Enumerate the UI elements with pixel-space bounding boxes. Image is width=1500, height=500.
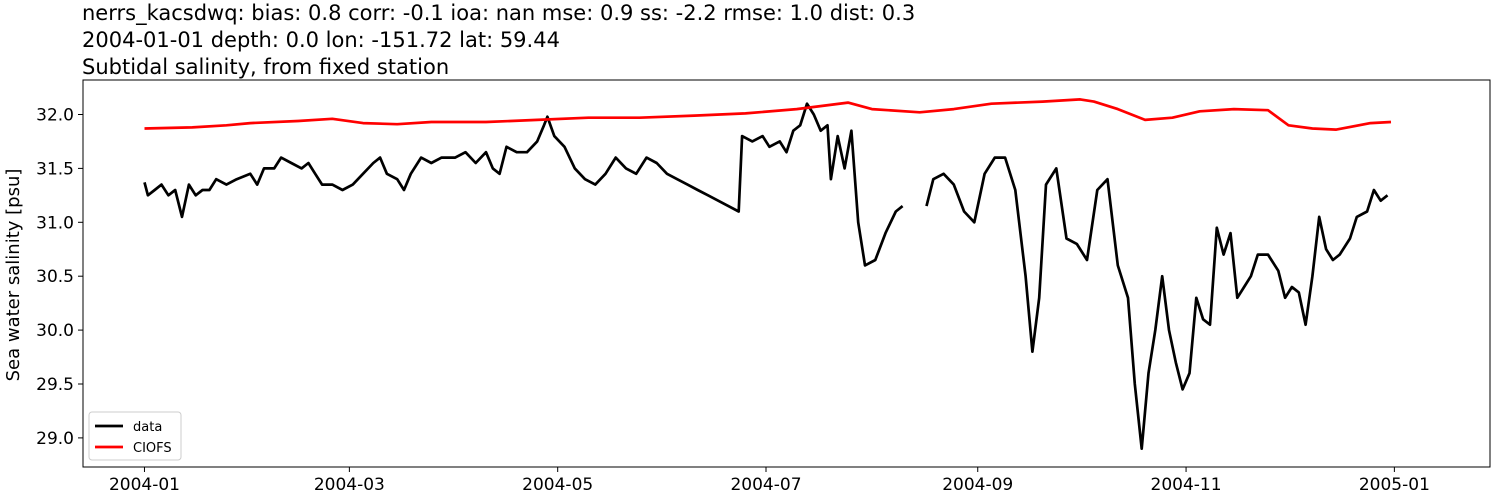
axes-frame (82, 79, 1491, 468)
chart-title: nerrs_kacsdwq: bias: 0.8 corr: -0.1 ioa:… (82, 0, 1482, 81)
x-tick-label: 2004-01 (109, 475, 180, 495)
series-line-data (143, 102, 1389, 451)
y-axis: 29.0 29.5 30.0 30.5 31.0 31.5 32.0 (36, 105, 83, 449)
x-tick-label: 2004-05 (522, 475, 593, 495)
legend: data CIOFS (88, 411, 182, 461)
x-tick-label: 2004-07 (730, 475, 801, 495)
y-tick-label: 31.0 (36, 213, 74, 233)
x-tick-label: 2004-11 (1151, 475, 1222, 495)
x-tick-label: 2004-03 (314, 475, 385, 495)
y-tick-label: 30.5 (36, 267, 74, 287)
title-line-location: 2004-01-01 depth: 0.0 lon: -151.72 lat: … (82, 28, 560, 52)
y-tick-label: 29.0 (36, 429, 74, 449)
y-tick-label: 29.5 (36, 375, 74, 395)
plot-area (82, 79, 1491, 468)
legend-label-ciofs: CIOFS (133, 441, 172, 456)
x-axis: 2004-01 2004-03 2004-05 2004-07 2004-09 2004-… (109, 467, 1430, 495)
x-tick-label: 2005-01 (1359, 475, 1430, 495)
x-tick-label: 2004-09 (942, 475, 1013, 495)
y-tick-label: 30.0 (36, 321, 74, 341)
y-tick-label: 31.5 (36, 159, 74, 179)
y-tick-label: 32.0 (36, 105, 74, 125)
y-axis-label: Sea water salinity [psu] (3, 169, 24, 382)
legend-label-data: data (133, 420, 162, 435)
title-line-description: Subtidal salinity, from fixed station (82, 55, 450, 79)
title-line-stats: nerrs_kacsdwq: bias: 0.8 corr: -0.1 ioa:… (82, 1, 916, 25)
series-line-ciofs (144, 98, 1392, 131)
